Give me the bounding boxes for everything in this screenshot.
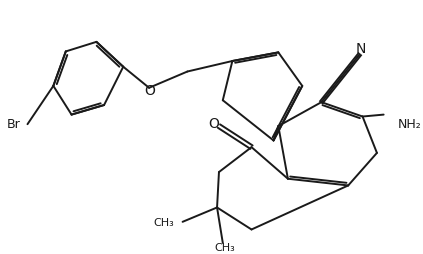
Text: N: N bbox=[356, 42, 366, 56]
Text: CH₃: CH₃ bbox=[214, 243, 235, 253]
Text: NH₂: NH₂ bbox=[398, 118, 422, 131]
Text: O: O bbox=[144, 84, 155, 98]
Text: O: O bbox=[209, 117, 220, 131]
Text: CH₃: CH₃ bbox=[153, 218, 174, 228]
Text: Br: Br bbox=[6, 118, 20, 131]
